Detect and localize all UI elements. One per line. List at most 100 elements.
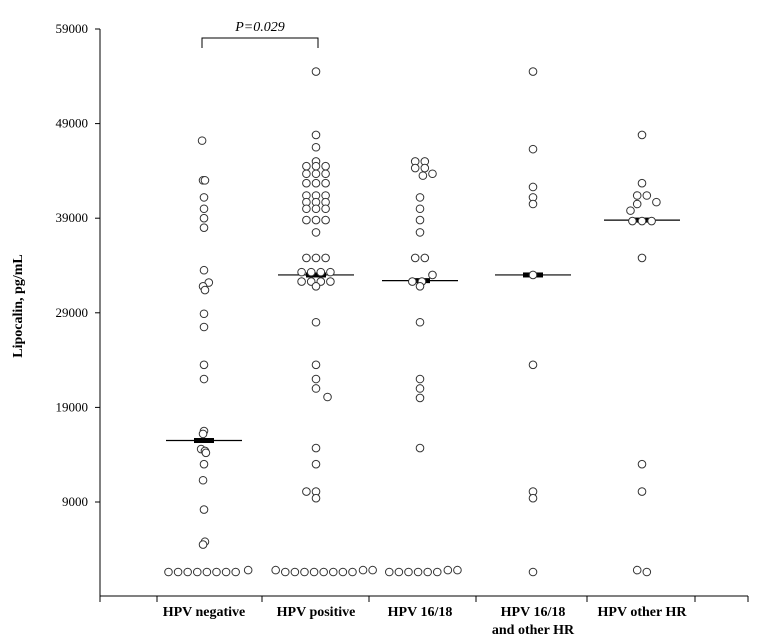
data-point (311, 493, 321, 503)
data-point (302, 487, 311, 496)
data-point (410, 253, 420, 263)
data-point (321, 161, 330, 171)
data-point (311, 459, 321, 469)
data-point (420, 163, 430, 173)
data-points (164, 67, 661, 577)
data-point (311, 161, 321, 171)
data-point (302, 178, 311, 188)
data-point (432, 567, 442, 577)
median-markers (166, 217, 680, 444)
data-point (199, 265, 209, 275)
data-point (394, 567, 404, 577)
data-point (202, 567, 212, 577)
data-point (311, 142, 321, 152)
data-point (271, 565, 280, 575)
data-point (637, 130, 647, 140)
data-point (198, 475, 208, 485)
data-point (321, 215, 330, 225)
data-point (173, 567, 183, 577)
data-point (626, 206, 635, 215)
data-point (637, 178, 647, 188)
data-point (319, 567, 328, 577)
data-point (300, 567, 309, 577)
data-point (348, 567, 357, 577)
data-point (637, 459, 647, 469)
data-point (326, 277, 335, 286)
data-point (326, 267, 335, 277)
data-point (528, 493, 538, 503)
data-point (212, 567, 221, 577)
y-tick-label: 39000 (56, 210, 89, 225)
data-point (415, 193, 425, 202)
data-point (311, 384, 321, 393)
y-tick-label: 19000 (56, 399, 89, 414)
data-point (528, 144, 538, 154)
data-point (316, 267, 326, 277)
data-point (647, 216, 656, 226)
data-point (418, 171, 428, 180)
data-point (311, 215, 321, 225)
data-point (199, 204, 209, 214)
data-point (632, 191, 642, 200)
data-point (637, 216, 647, 226)
data-point (415, 215, 425, 225)
data-point (328, 567, 338, 577)
data-point (243, 565, 253, 575)
data-point (280, 567, 290, 577)
data-point (652, 197, 661, 207)
data-point (302, 215, 311, 225)
data-point (311, 253, 321, 263)
data-point (410, 163, 420, 173)
p-value-label: P=0.029 (234, 20, 285, 35)
data-point (423, 567, 432, 577)
data-point (199, 374, 209, 384)
data-point (413, 567, 423, 577)
data-point (453, 565, 462, 575)
y-ticks: 9000 19000 29000 39000 49000 59000 (56, 21, 100, 509)
data-point (443, 565, 453, 575)
data-point (528, 182, 538, 192)
data-point (302, 204, 311, 214)
data-point (528, 567, 538, 577)
data-point (415, 443, 425, 453)
data-point (368, 565, 377, 575)
y-tick-label: 49000 (56, 116, 89, 131)
y-axis-label: Lipocalin, pg/mL (11, 254, 26, 357)
data-point (201, 448, 211, 458)
data-point (632, 565, 642, 575)
data-point (309, 567, 319, 577)
data-point (231, 567, 240, 577)
median-marker (194, 438, 214, 444)
x-tick-label: HPV 16/18 (388, 605, 453, 620)
data-point (528, 360, 538, 370)
data-point (415, 204, 425, 214)
data-point (311, 130, 321, 140)
data-point (528, 270, 538, 280)
data-point (528, 67, 538, 76)
data-point (290, 567, 300, 577)
data-point (637, 253, 647, 263)
data-point (528, 199, 538, 209)
data-point (415, 317, 425, 327)
data-point (311, 282, 321, 291)
x-tick-label: HPV 16/18 (501, 605, 566, 620)
data-point (321, 204, 330, 214)
data-point (415, 282, 425, 291)
data-point (428, 169, 437, 179)
median-marker (306, 272, 326, 278)
data-point (199, 213, 209, 223)
y-tick-label: 29000 (56, 305, 89, 320)
data-point (164, 567, 173, 577)
data-point (642, 567, 652, 577)
data-point (404, 567, 413, 577)
data-point (306, 267, 316, 277)
data-point (628, 216, 637, 226)
data-point (384, 567, 394, 577)
data-point (338, 567, 348, 577)
significance-bracket (201, 37, 319, 48)
data-point (183, 567, 192, 577)
y-tick-label: 9000 (62, 494, 88, 509)
data-point (199, 223, 209, 232)
data-point (200, 285, 210, 295)
